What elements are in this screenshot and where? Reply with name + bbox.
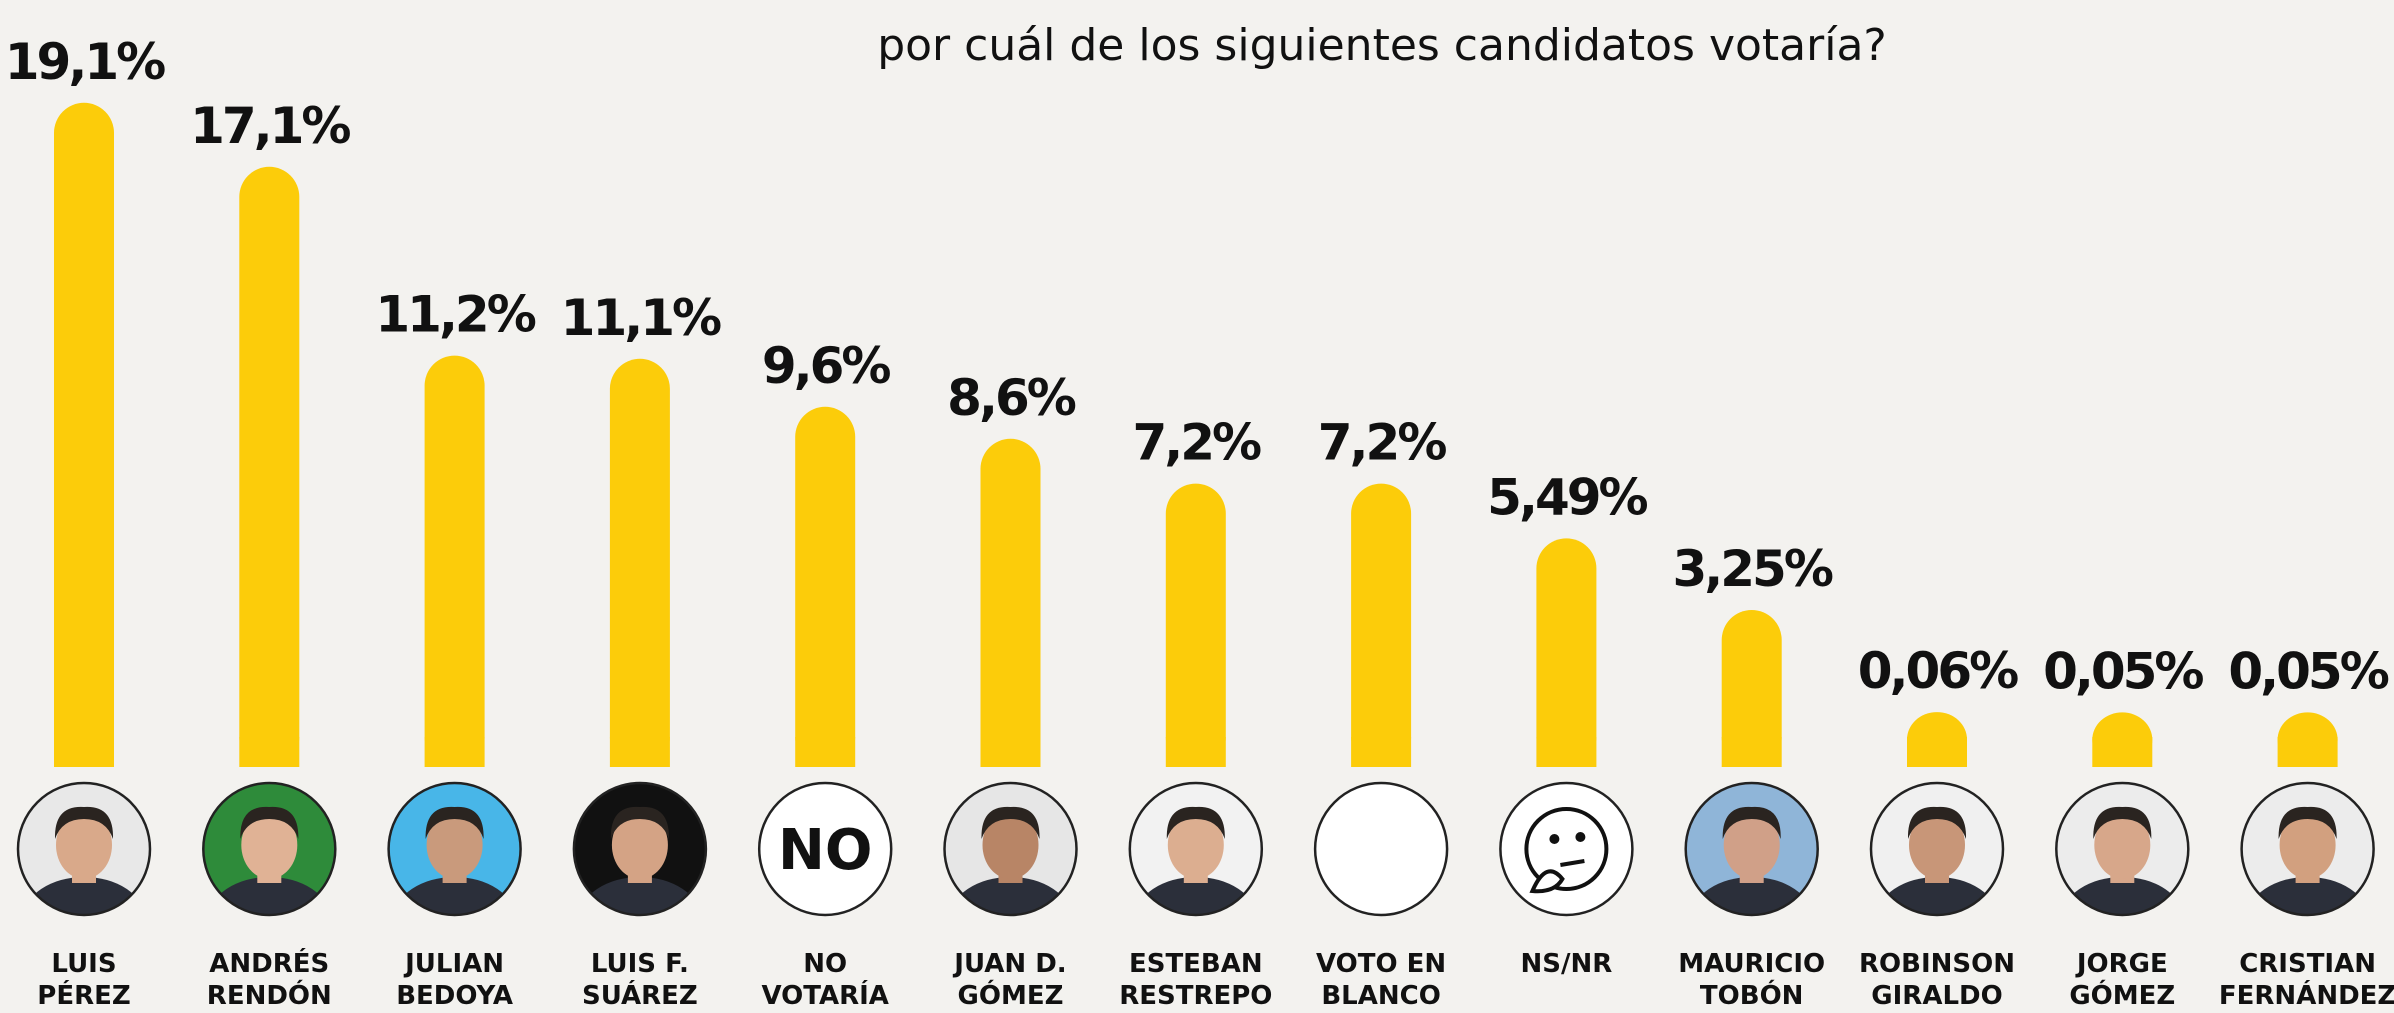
avatar: NO (759, 783, 891, 915)
bar (610, 359, 670, 767)
avatar-shoulders (1877, 877, 1997, 957)
chart: por cuál de los siguientes candidatos vo… (0, 0, 2394, 1013)
x-tick-label: LUIS PÉREZ (0, 948, 179, 1012)
value-label: 9,6% (762, 337, 891, 395)
bar (1536, 538, 1596, 767)
avatar (389, 783, 521, 957)
x-tick-label: CRISTIAN FERNÁNDEZ (2213, 948, 2394, 1012)
x-tick-label: VOTO EN BLANCO (1286, 948, 1476, 1012)
bar-base (981, 737, 1041, 767)
x-tick-label: JUAN D. GÓMEZ (916, 948, 1106, 1012)
value-label: 11,1% (561, 289, 721, 347)
x-tick-label: NO VOTARÍA (730, 948, 920, 1012)
bar (425, 356, 485, 767)
value-label: 8,6% (947, 369, 1076, 427)
value-label: 7,2% (1318, 414, 1447, 472)
avatar (574, 783, 706, 957)
avatar-shoulders (24, 877, 144, 957)
value-label: 7,2% (1132, 414, 1261, 472)
value-label: 17,1% (190, 97, 350, 155)
avatar (18, 783, 150, 957)
value-label: 11,2% (375, 286, 535, 344)
bar (54, 103, 114, 767)
value-label: 5,49% (1487, 468, 1647, 526)
chart-title: por cuál de los siguientes candidatos vo… (877, 20, 1887, 71)
bar-base (54, 737, 114, 767)
bar-base (1722, 737, 1782, 767)
avatar (1315, 783, 1447, 915)
emoji-eye (1575, 832, 1585, 842)
value-label: 19,1% (5, 33, 165, 91)
avatar (945, 783, 1077, 957)
value-label: 3,25% (1672, 540, 1832, 598)
bar (1351, 484, 1411, 767)
avatar-shoulders (951, 877, 1071, 957)
x-tick-label: JULIAN BEDOYA (360, 948, 550, 1012)
bar-base (425, 737, 485, 767)
x-tick-label: NS/NR (1471, 948, 1661, 980)
avatar (203, 783, 335, 957)
avatar (1130, 783, 1262, 957)
avatar-shoulders (1136, 877, 1256, 957)
avatar-shoulders (209, 877, 329, 957)
x-tick-label: ESTEBAN RESTREPO (1101, 948, 1291, 1012)
avatar (2242, 783, 2374, 957)
value-label: 0,06% (1858, 642, 2018, 700)
bar (981, 439, 1041, 767)
bar-base (610, 737, 670, 767)
bar-base (1536, 737, 1596, 767)
bar-base (2278, 737, 2338, 767)
x-tick-label: MAURICIO TOBÓN (1657, 948, 1847, 1012)
avatar-shoulders (2062, 877, 2182, 957)
bar (239, 167, 299, 767)
x-tick-label: LUIS F. SUÁREZ (545, 948, 735, 1012)
bar (795, 407, 855, 767)
avatar (1686, 783, 1818, 957)
avatar-shoulders (580, 877, 700, 957)
bar (1166, 484, 1226, 767)
avatar (2056, 783, 2188, 957)
bar-base (239, 737, 299, 767)
x-tick-label: ROBINSON GIRALDO (1842, 948, 2032, 1012)
emoji-eye (1549, 834, 1559, 844)
avatar-shoulders (2248, 877, 2368, 957)
bar-base (2092, 737, 2152, 767)
x-tick-label: ANDRÉS RENDÓN (174, 948, 364, 1012)
value-label: 0,05% (2043, 642, 2203, 700)
bar-base (1351, 737, 1411, 767)
avatar-shoulders (1692, 877, 1812, 957)
avatar (1871, 783, 2003, 957)
x-tick-label: JORGE GÓMEZ (2027, 948, 2217, 1012)
bar-base (795, 737, 855, 767)
avatar-text: NO (778, 818, 872, 883)
avatar (1500, 783, 1632, 915)
bar-base (1166, 737, 1226, 767)
value-label: 0,05% (2228, 642, 2388, 700)
avatar-shoulders (395, 877, 515, 957)
bar-base (1907, 737, 1967, 767)
page: por cuál de los siguientes candidatos vo… (0, 0, 2394, 1013)
